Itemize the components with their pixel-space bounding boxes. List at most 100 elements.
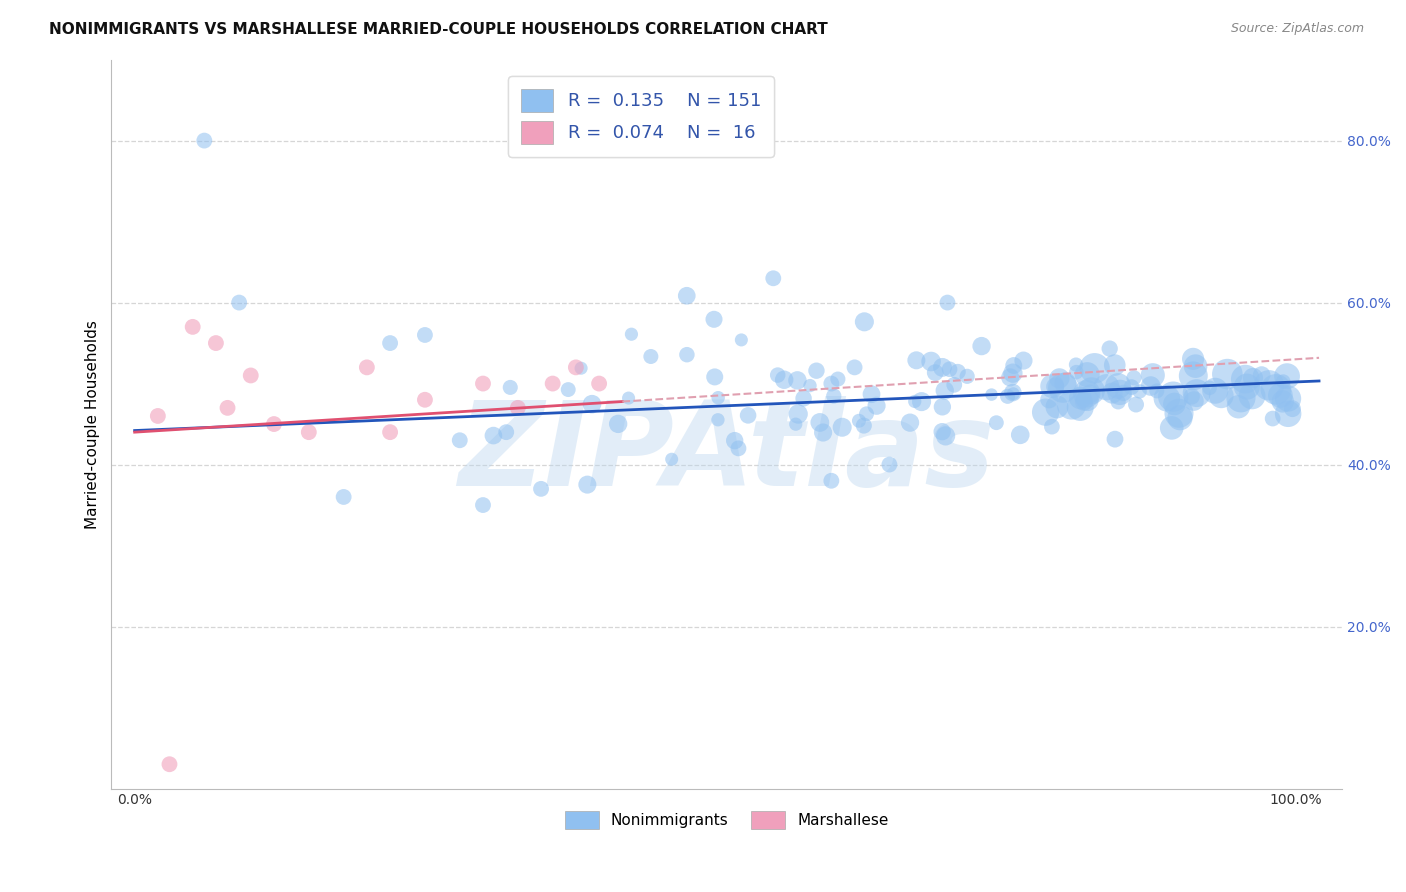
Point (607, 417, 630, 431)
Point (904, 394, 927, 409)
Point (565, 360, 588, 375)
Point (931, 400, 953, 414)
Point (217, 401, 239, 415)
Point (661, 452, 683, 467)
Text: ZIPAtlas: ZIPAtlas (458, 396, 995, 511)
Point (1258, 378, 1281, 392)
Point (938, 362, 960, 376)
Point (1121, 380, 1143, 394)
Point (707, 391, 730, 405)
Point (703, 370, 725, 384)
Point (576, 477, 599, 491)
Point (499, 380, 522, 394)
Point (1054, 376, 1077, 391)
Point (1168, 406, 1191, 420)
Point (1198, 381, 1220, 395)
Point (1275, 369, 1298, 384)
Point (1002, 386, 1025, 401)
Point (1277, 392, 1299, 406)
Text: Source: ZipAtlas.com: Source: ZipAtlas.com (1230, 22, 1364, 36)
Point (1146, 384, 1168, 398)
Point (146, 409, 169, 423)
Point (530, 482, 553, 496)
Point (855, 407, 877, 421)
Point (1182, 351, 1205, 366)
Point (806, 364, 828, 378)
Point (943, 377, 966, 392)
Point (1241, 371, 1264, 385)
Point (1077, 392, 1099, 407)
Point (1104, 432, 1126, 446)
Point (910, 394, 932, 409)
Point (332, 490, 354, 504)
Point (920, 354, 942, 368)
Point (1107, 395, 1129, 409)
Point (378, 425, 401, 439)
Point (848, 414, 870, 428)
Point (1098, 342, 1121, 356)
Point (263, 417, 285, 431)
Point (980, 387, 1002, 401)
Point (707, 413, 730, 427)
Point (449, 434, 471, 448)
Point (1038, 392, 1060, 407)
Point (1066, 365, 1088, 379)
Point (852, 418, 875, 433)
Point (1236, 379, 1258, 393)
Point (820, 474, 842, 488)
Point (1047, 371, 1070, 385)
Point (378, 336, 401, 351)
Point (1168, 410, 1191, 425)
Point (1112, 386, 1135, 401)
Point (1277, 407, 1299, 421)
Point (786, 373, 808, 387)
Point (1073, 394, 1095, 409)
Point (762, 271, 785, 285)
Point (205, 336, 228, 351)
Point (1001, 385, 1024, 400)
Point (1139, 379, 1161, 393)
Point (827, 372, 849, 386)
Point (1156, 392, 1178, 406)
Point (956, 369, 979, 384)
Point (482, 428, 505, 442)
Point (844, 360, 866, 375)
Point (1109, 385, 1132, 400)
Point (581, 397, 603, 411)
Point (1129, 384, 1152, 399)
Point (1264, 383, 1286, 397)
Point (703, 312, 725, 326)
Point (1123, 371, 1146, 385)
Point (1001, 366, 1024, 380)
Point (773, 373, 796, 387)
Point (1104, 358, 1126, 372)
Point (865, 399, 887, 413)
Point (1035, 405, 1057, 419)
Point (793, 392, 815, 406)
Point (831, 420, 853, 434)
Point (766, 368, 789, 383)
Point (799, 378, 821, 392)
Point (1272, 375, 1295, 389)
Point (1052, 381, 1074, 395)
Point (823, 389, 845, 403)
Point (1250, 368, 1272, 383)
Point (1101, 386, 1123, 401)
Point (1012, 353, 1035, 368)
Point (1216, 367, 1239, 381)
Point (1211, 389, 1233, 403)
Point (808, 416, 831, 430)
Y-axis label: Married-couple Households: Married-couple Households (86, 319, 100, 528)
Point (1163, 397, 1185, 411)
Point (1184, 359, 1206, 373)
Point (946, 365, 969, 379)
Point (879, 458, 901, 472)
Point (1161, 390, 1184, 404)
Point (935, 429, 957, 443)
Point (1270, 388, 1292, 402)
Point (1080, 386, 1102, 401)
Point (1142, 368, 1164, 383)
Point (785, 417, 807, 432)
Point (506, 401, 529, 415)
Point (1095, 380, 1118, 394)
